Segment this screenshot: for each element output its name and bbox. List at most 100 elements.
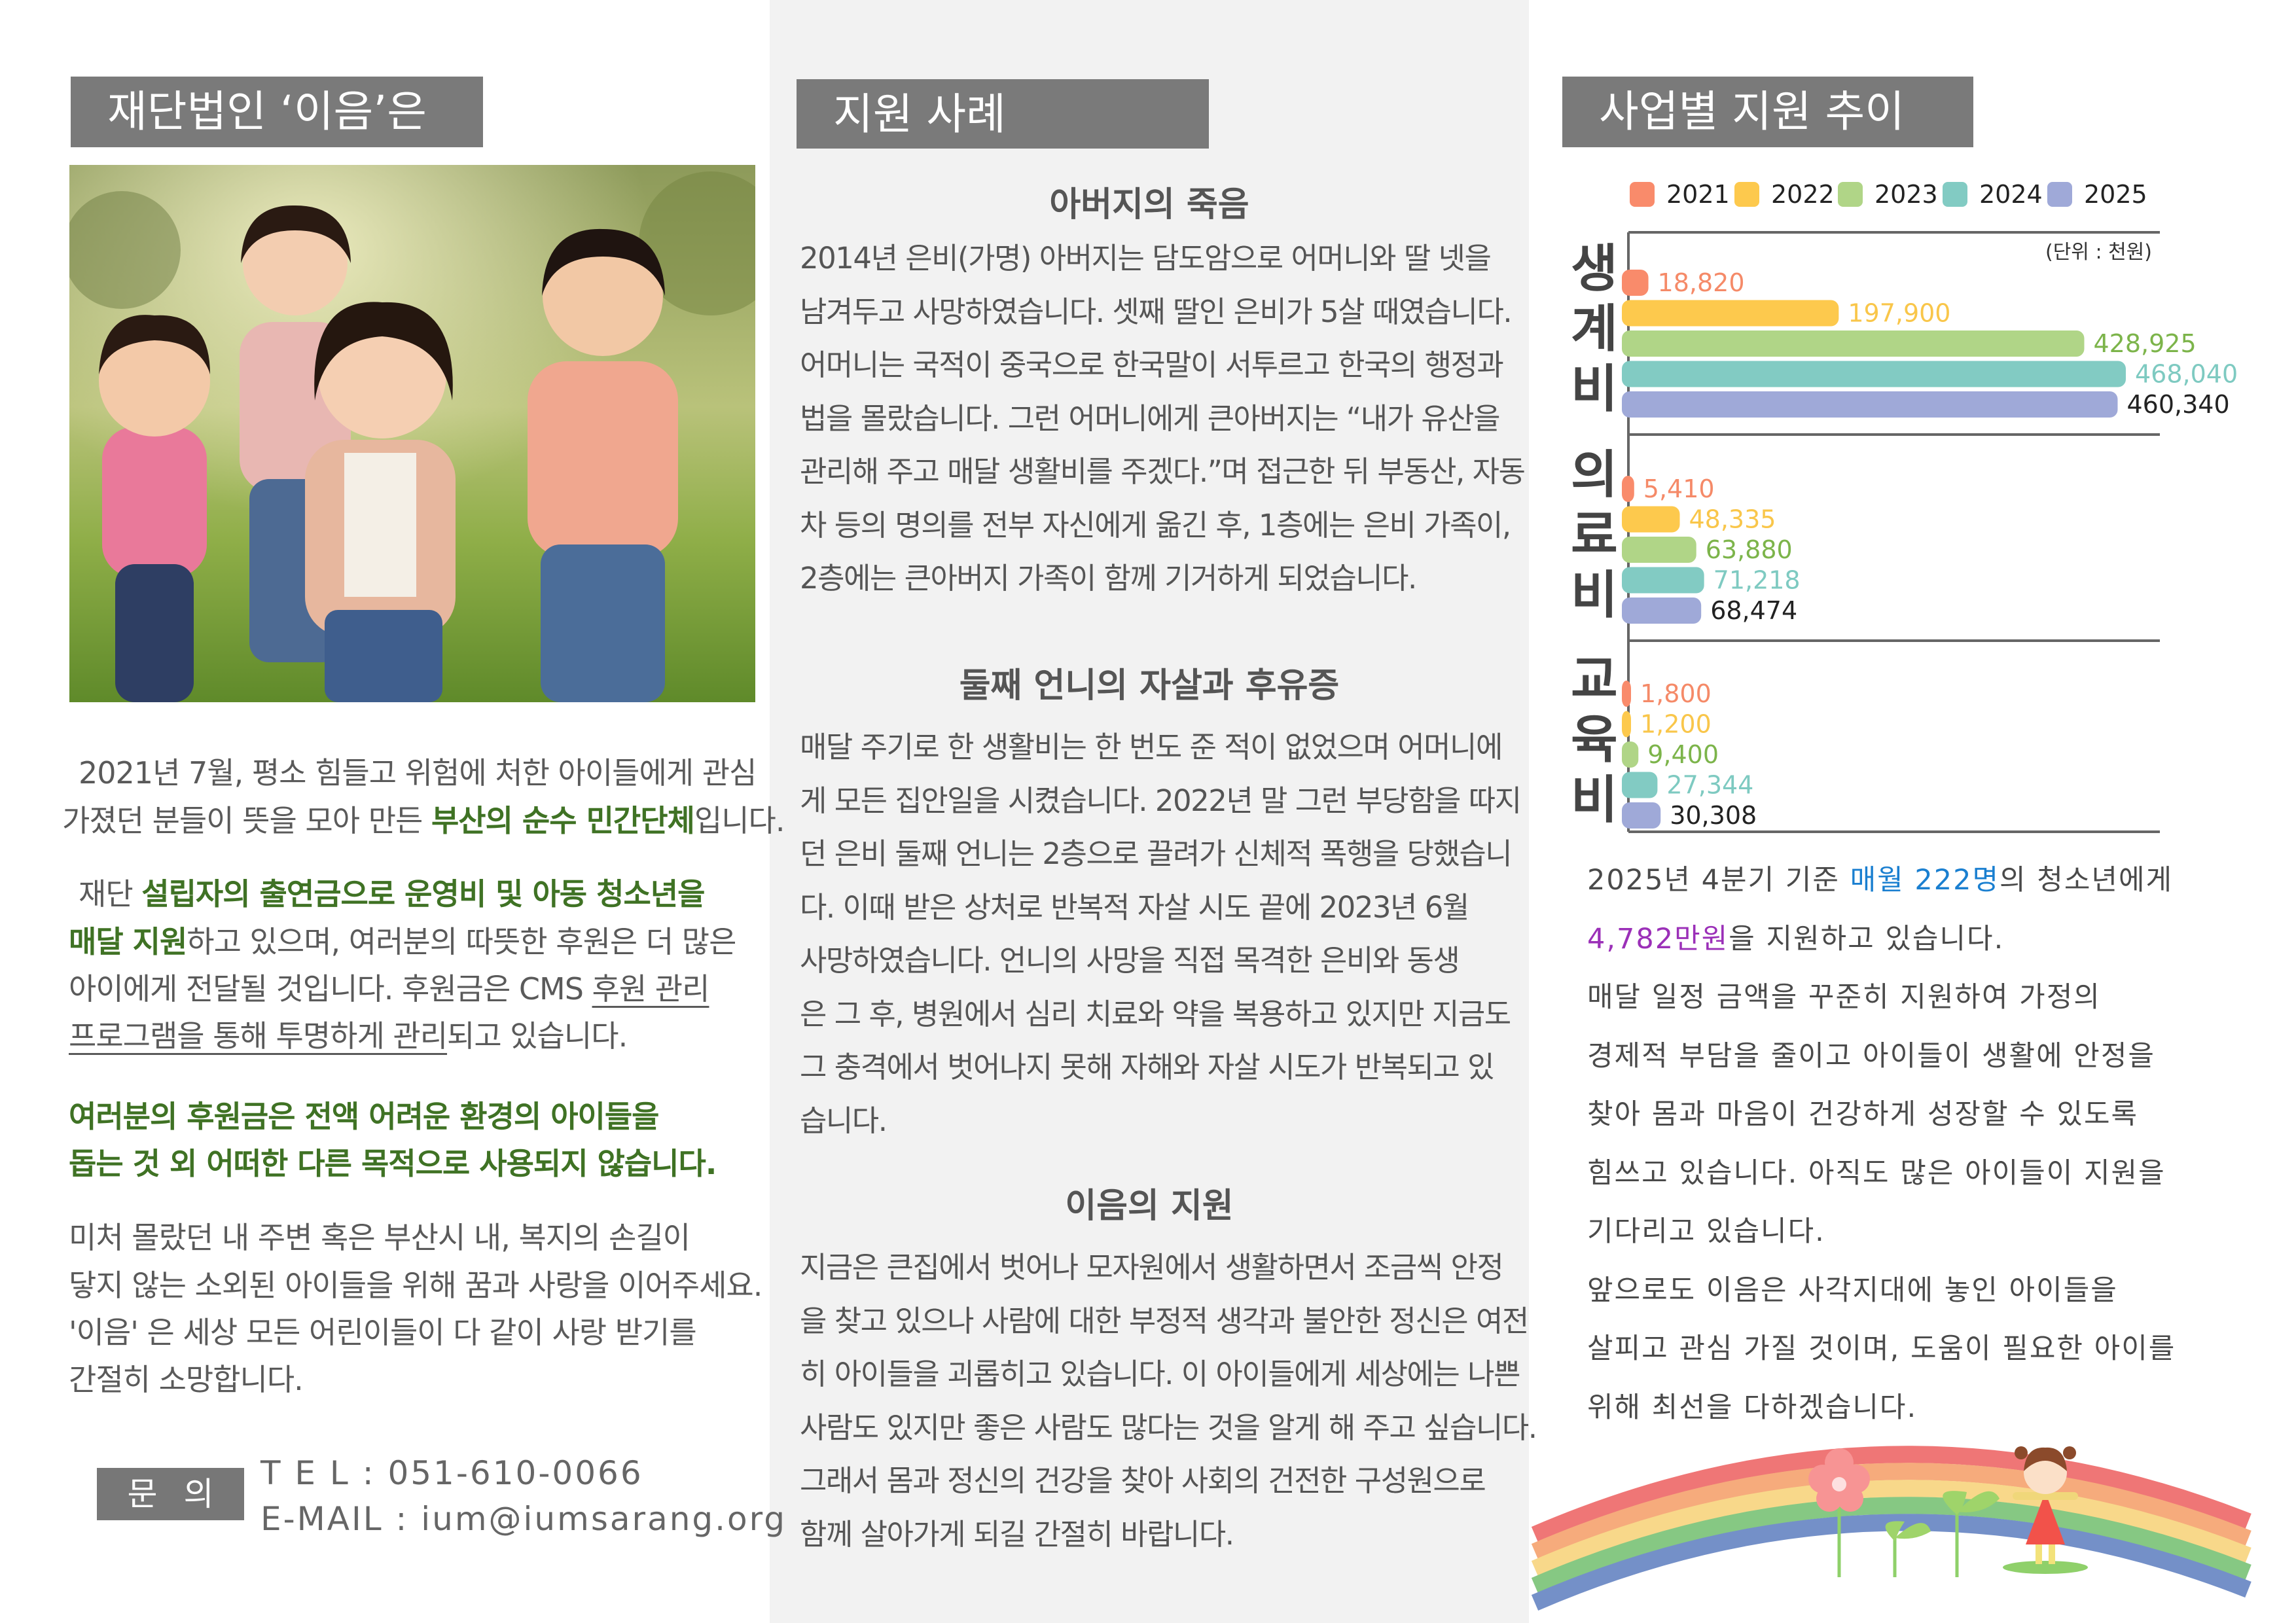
summary-line: 경제적 부담을 줄이고 아이들이 생활에 안정을 — [1587, 1033, 2155, 1074]
left-section-title: 재단법인 ‘이음’은 — [71, 77, 483, 147]
case-text-line: 매달 주기로 한 생활비는 한 번도 준 적이 없었으며 어머니에 — [800, 730, 1503, 764]
legend-swatch — [1838, 182, 1863, 207]
highlight-text: 매달 지원 — [69, 924, 187, 959]
left-paragraph-line: 미처 몰랐던 내 주변 혹은 부산시 내, 복지의 손길이 — [69, 1214, 691, 1257]
child-figure — [528, 228, 678, 702]
case-text-line: 습니다. — [800, 1103, 888, 1138]
case-text-line: 2014년 은비(가명) 아버지는 담도암으로 어머니와 딸 넷을 — [800, 241, 1492, 276]
body-text: 닿지 않는 소외된 아이들을 위해 꿈과 사랑을 이어주세요. — [69, 1268, 762, 1303]
bar-2025 — [1622, 802, 1661, 829]
body-text: 간절히 소망합니다. — [69, 1362, 304, 1397]
summary-line: 위해 최선을 다하겠습니다. — [1587, 1385, 1917, 1425]
flower-icon — [1808, 1448, 1870, 1577]
highlight-text: 부산의 순수 민간단체 — [431, 803, 695, 838]
body-text: 재단 — [79, 876, 142, 912]
case-text-line: 차 등의 명의를 전부 자신에게 옮긴 후, 1층에는 은비 가족이, — [800, 507, 1511, 543]
bar-2025 — [1622, 597, 1702, 624]
email-value[interactable]: ium@iumsarang.org — [421, 1500, 787, 1538]
bar-2021 — [1622, 270, 1649, 296]
case-text-line: 게 모든 집안일을 시켰습니다. 2022년 말 그런 부당함을 따지 — [800, 783, 1522, 818]
legend-swatch — [2047, 182, 2072, 207]
underlined-text: 프로그램을 통해 투명하게 관리 — [69, 1018, 448, 1054]
body-text: 살피고 관심 가질 것이며, 도움이 필요한 아이를 — [1587, 1332, 2176, 1365]
case-text-line: 관리해 주고 매달 생활비를 주겠다.”며 접근한 뒤 부동산, 자동 — [800, 454, 1526, 489]
tel-value[interactable]: 051-610-0066 — [387, 1454, 643, 1492]
legend-label: 2023 — [1874, 180, 1938, 209]
left-paragraph-line: '이음' 은 세상 모든 어린이들이 다 같이 사랑 받기를 — [69, 1309, 697, 1352]
left-paragraph-line: 여러분의 후원금은 전액 어려운 환경의 아이들을 — [69, 1093, 659, 1136]
highlight-text: 여러분의 후원금은 전액 어려운 환경의 아이들을 — [69, 1099, 659, 1134]
middle-section-title: 지원 사례 — [797, 79, 1209, 149]
legend-swatch — [1734, 182, 1759, 207]
chart-unit-note: (단위 : 천원) — [2045, 241, 2152, 264]
body-text: 되고 있습니다. — [447, 1018, 628, 1054]
bar-2025 — [1622, 391, 2118, 418]
summary-line: 앞으로도 이음은 사각지대에 놓인 아이들을 — [1587, 1268, 2118, 1308]
legend-item: 2022 — [1734, 180, 1835, 209]
legend-swatch — [1943, 182, 1967, 207]
sprout-icon — [1885, 1491, 2000, 1577]
data-label: 1,800 — [1640, 679, 1712, 708]
case-text-line: 히 아이들을 괴롭히고 있습니다. 이 아이들에게 세상에는 나쁜 — [800, 1357, 1520, 1391]
bar-2024 — [1622, 567, 1704, 594]
data-label: 68,474 — [1710, 596, 1797, 625]
rainbow-illustration — [1532, 1446, 2251, 1611]
data-label: 428,925 — [2093, 329, 2196, 358]
body-text: 위해 최선을 다하겠습니다. — [1587, 1391, 1918, 1424]
data-label: 197,900 — [1848, 299, 1950, 328]
bar-2024 — [1622, 361, 2126, 387]
child-figure — [305, 302, 456, 702]
body-text: 2021년 7월, 평소 힘들고 위험에 처한 아이들에게 관심 — [79, 755, 757, 791]
legend-label: 2021 — [1666, 180, 1730, 209]
data-label: 71,218 — [1713, 566, 1801, 595]
legend-item: 2023 — [1838, 180, 1938, 209]
body-text: 찾아 몸과 마음이 건강하게 성장할 수 있도록 — [1587, 1098, 2139, 1131]
body-text: 하고 있으며, 여러분의 따뜻한 후원은 더 많은 — [187, 924, 736, 959]
body-text: 기다리고 있습니다. — [1587, 1215, 1825, 1248]
left-paragraph-line: 돕는 것 외 어떠한 다른 목적으로 사용되지 않습니다. — [69, 1140, 717, 1183]
data-label: 9,400 — [1647, 740, 1719, 769]
bar-2021 — [1622, 681, 1631, 707]
legend-item: 2024 — [1943, 180, 2043, 209]
case-text-line: 함께 살아가게 되길 간절히 바랍니다. — [800, 1516, 1234, 1552]
case-text-line: 사망하였습니다. 언니의 사망을 직접 목격한 은비와 동생 — [800, 943, 1460, 978]
bar-2023 — [1622, 741, 1639, 768]
bar-2024 — [1622, 772, 1658, 798]
bar-2022 — [1622, 711, 1631, 738]
case-text-line: 그래서 몸과 정신의 건강을 찾아 사회의 건전한 구성원으로 — [800, 1463, 1486, 1498]
data-label: 63,880 — [1706, 535, 1793, 564]
body-text: '이음' 은 세상 모든 어린이들이 다 같이 사랑 받기를 — [69, 1315, 697, 1350]
bar-2022 — [1622, 300, 1839, 327]
body-text: 경제적 부담을 줄이고 아이들이 생활에 안정을 — [1587, 1039, 2155, 1073]
legend-label: 2022 — [1771, 180, 1835, 209]
middle-panel — [770, 0, 1529, 1623]
case-text-line: 다. 이때 받은 상처로 반복적 자살 시도 끝에 2023년 6월 — [800, 889, 1469, 925]
body-text: 의 청소년에게 — [2000, 864, 2174, 897]
legend-label: 2024 — [1979, 180, 2043, 209]
email-label: E-MAIL — [260, 1500, 384, 1538]
body-text: 힘쓰고 있습니다. 아직도 많은 아이들이 지원을 — [1587, 1156, 2166, 1190]
child-figure — [99, 315, 210, 702]
highlight-amount: 4,782만원 — [1587, 922, 1729, 955]
separator: : — [362, 1454, 388, 1492]
left-paragraph-line: 가졌던 분들이 뜻을 모아 만든 부산의 순수 민간단체입니다. — [62, 797, 785, 840]
case-text-line: 2층에는 큰아버지 가족이 함께 기거하게 되었습니다. — [800, 561, 1417, 596]
case-text-line: 을 찾고 있으나 사람에 대한 부정적 생각과 불안한 정신은 여전 — [800, 1303, 1529, 1338]
body-text: 을 지원하고 있습니다. — [1729, 922, 2005, 955]
bar-2021 — [1622, 476, 1634, 502]
data-label: 1,200 — [1640, 710, 1712, 739]
legend-swatch — [1630, 182, 1655, 207]
summary-line: 매달 일정 금액을 꾸준히 지원하여 가정의 — [1587, 974, 2101, 1015]
contact-label: 문의 — [97, 1468, 244, 1520]
left-paragraph-line: 매달 지원하고 있으며, 여러분의 따뜻한 후원은 더 많은 — [69, 918, 736, 961]
children-playing-photo — [69, 165, 755, 702]
body-text: 입니다. — [694, 803, 785, 838]
category-label: 교육비 — [1571, 651, 1618, 830]
legend-item: 2021 — [1630, 180, 1730, 209]
summary-line: 4,782만원을 지원하고 있습니다. — [1587, 916, 2004, 957]
category-label: 생계비 — [1571, 240, 1618, 419]
data-label: 48,335 — [1689, 505, 1776, 534]
tel-label: T E L — [260, 1454, 350, 1492]
legend-item: 2025 — [2047, 180, 2147, 209]
